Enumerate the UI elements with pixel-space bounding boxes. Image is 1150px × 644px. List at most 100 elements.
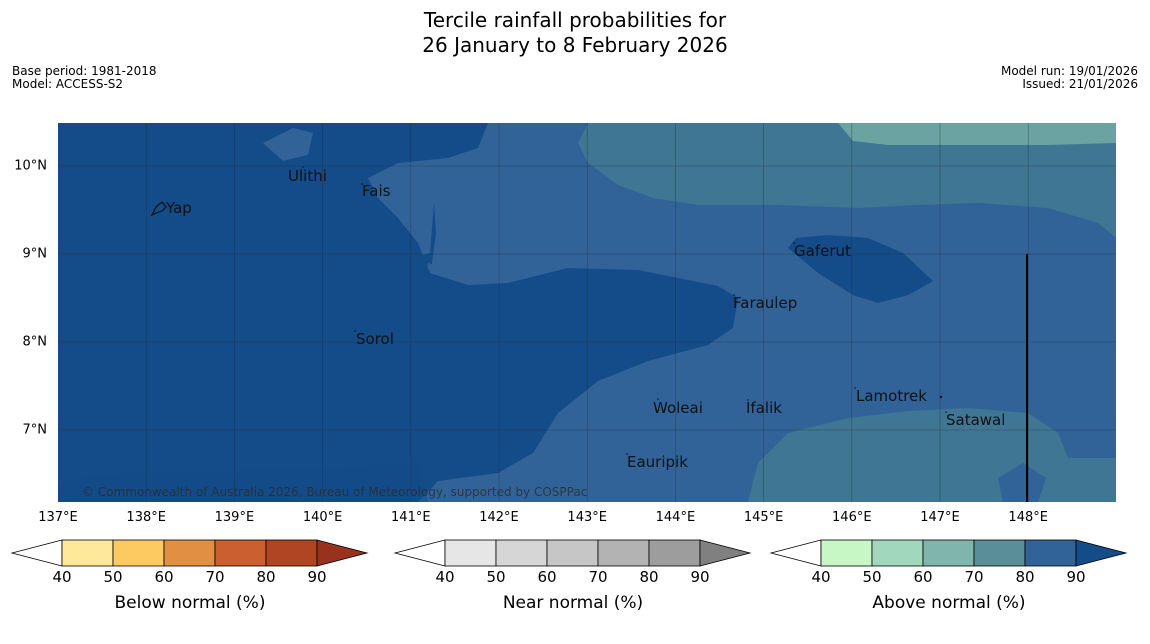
dot-fais xyxy=(361,183,363,185)
place-gaferut: Gaferut xyxy=(794,242,851,260)
model-run: Model run: 19/01/2026 xyxy=(1000,64,1138,78)
latitude-label: 8°N xyxy=(22,334,48,350)
colorbar-extend-low xyxy=(393,539,446,567)
longitude-label: 138°E xyxy=(126,510,166,525)
place-fais: Fais xyxy=(362,182,391,200)
dot-ifalik xyxy=(747,399,749,401)
colorbar-segment xyxy=(973,539,1026,567)
issued-date: Issued: 21/01/2026 xyxy=(1022,77,1138,91)
colorbar-tick-label: 70 xyxy=(205,568,225,586)
copyright-text: © Commonwealth of Australia 2026, Bureau… xyxy=(82,485,587,499)
colorbar-tick-label: 90 xyxy=(690,568,710,586)
longitude-label: 145°E xyxy=(743,510,784,525)
place-ulithi: Ulithi xyxy=(288,167,327,185)
longitude-label: 137°E xyxy=(38,510,78,525)
chart-title: Tercile rainfall probabilities for 26 Ja… xyxy=(0,8,1150,58)
longitude-label: 146°E xyxy=(832,510,872,525)
dot-gaferut xyxy=(793,242,795,244)
colorbar-extend-low xyxy=(10,539,63,567)
colorbar-segment xyxy=(648,539,701,567)
meta-right: Model run: 19/01/2026 Issued: 21/01/2026 xyxy=(1001,65,1138,91)
dot-eauripik xyxy=(626,453,628,455)
title-line-1: Tercile rainfall probabilities for xyxy=(423,8,727,32)
colorbar-segment xyxy=(444,539,497,567)
fais-bump xyxy=(263,128,313,161)
dot-sorol xyxy=(354,330,356,332)
colorbar-tick-label: 70 xyxy=(964,568,984,586)
probability-map: Yap Ulithi Fais Sorol Gaferut Faraulep W… xyxy=(58,123,1116,502)
colorbar-tick-label: 40 xyxy=(811,568,831,586)
colorbar-extend-high xyxy=(699,539,752,567)
latitude-label: 9°N xyxy=(22,246,48,262)
place-woleai: Woleai xyxy=(653,399,703,417)
region-above-80-bottom-patch xyxy=(998,463,1046,502)
place-ifalik: Ifalik xyxy=(746,399,782,417)
colorbar-tick-label: 60 xyxy=(537,568,557,586)
longitude-label: 141°E xyxy=(391,510,431,525)
longitude-label: 143°E xyxy=(567,510,607,525)
colorbar-below-title: Below normal (%) xyxy=(114,593,266,613)
colorbar-tick-label: 50 xyxy=(486,568,506,586)
model-name: Model: ACCESS-S2 xyxy=(12,77,124,91)
colorbar-tick-label: 40 xyxy=(435,568,455,586)
longitude-label: 144°E xyxy=(655,510,696,525)
dot-faraulep xyxy=(733,294,735,296)
colorbar-tick-label: 80 xyxy=(639,568,659,586)
colorbar-segment xyxy=(597,539,650,567)
colorbar-segment xyxy=(163,539,216,567)
colorbar-extend-low xyxy=(769,539,822,567)
region-gaferut-90 xyxy=(788,235,933,303)
colorbar-below xyxy=(10,539,369,567)
colorbar-segment xyxy=(214,539,267,567)
colorbar-tick-label: 70 xyxy=(588,568,608,586)
colorbar-tick-label: 40 xyxy=(52,568,72,586)
title-line-2: 26 January to 8 February 2026 xyxy=(422,33,728,57)
colorbar-above-title: Above normal (%) xyxy=(872,593,1026,613)
longitude-label: 147°E xyxy=(920,510,960,525)
colorbar-tick-label: 90 xyxy=(1066,568,1086,586)
colorbar-segment xyxy=(820,539,873,567)
base-period: Base period: 1981-2018 xyxy=(12,64,157,78)
colorbar-segment xyxy=(871,539,924,567)
place-yap: Yap xyxy=(165,199,192,217)
colorbar-tick-label: 50 xyxy=(103,568,123,586)
place-lamotrek: Lamotrek xyxy=(856,387,927,405)
colorbar-extend-high xyxy=(1075,539,1128,567)
colorbar-near-title: Near normal (%) xyxy=(502,593,644,613)
colorbar-segment xyxy=(61,539,114,567)
region-above-70-top xyxy=(578,123,1116,238)
dot-extra xyxy=(939,395,943,399)
longitude-label: 142°E xyxy=(479,510,519,525)
colorbar-tick-label: 60 xyxy=(154,568,174,586)
colorbar-segment xyxy=(922,539,975,567)
colorbar-segment xyxy=(265,539,318,567)
colorbar-segment xyxy=(1024,539,1077,567)
dot-satawal xyxy=(945,411,947,413)
colorbar-segment xyxy=(546,539,599,567)
colorbar-above xyxy=(769,539,1128,567)
colorbar-tick-label: 80 xyxy=(1015,568,1035,586)
latitude-label: 7°N xyxy=(22,422,48,438)
latitude-label: 10°N xyxy=(14,158,47,174)
colorbar-segment xyxy=(495,539,548,567)
colorbar-tick-label: 60 xyxy=(913,568,933,586)
place-sorol: Sorol xyxy=(356,330,394,348)
dot-woleai xyxy=(657,398,659,400)
colorbar-segment xyxy=(112,539,165,567)
dot-lamotrek xyxy=(854,387,856,389)
longitude-label: 139°E xyxy=(214,510,255,525)
dot-ulithi xyxy=(302,166,304,168)
region-above-60-top xyxy=(838,123,1116,145)
colorbar-tick-label: 50 xyxy=(862,568,882,586)
region-above-80-b xyxy=(410,123,1116,502)
place-eauripik: Eauripik xyxy=(627,453,688,471)
colorbar-extend-high xyxy=(316,539,369,567)
yap-island-shape xyxy=(150,201,167,217)
longitude-label: 148°E xyxy=(1008,510,1048,525)
longitude-label: 140°E xyxy=(302,510,343,525)
eauripik-patch xyxy=(646,433,661,441)
eauripik-dark xyxy=(58,463,428,502)
colorbar-near xyxy=(393,539,752,567)
place-faraulep: Faraulep xyxy=(733,294,797,312)
grid-lines xyxy=(58,123,1116,502)
